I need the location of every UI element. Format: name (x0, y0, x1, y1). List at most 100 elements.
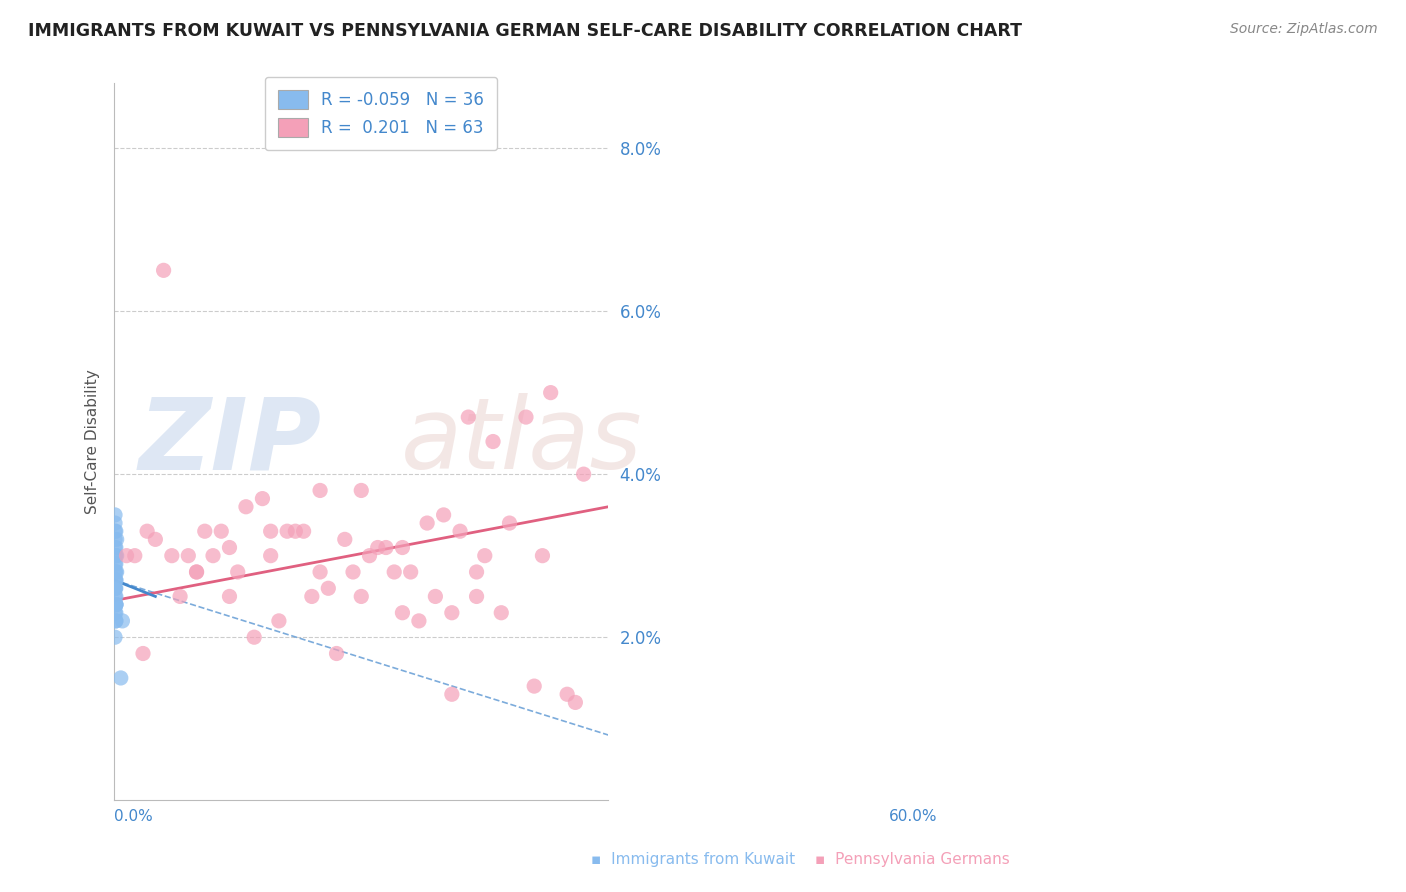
Point (104, 598, 127, 612)
Point (115, 549, 138, 563)
Point (104, 516, 127, 530)
Text: 60.0%: 60.0% (889, 809, 938, 824)
Point (124, 549, 146, 563)
Point (309, 565, 332, 579)
Point (252, 491, 274, 506)
Text: IMMIGRANTS FROM KUWAIT VS PENNSYLVANIA GERMAN SELF-CARE DISABILITY CORRELATION C: IMMIGRANTS FROM KUWAIT VS PENNSYLVANIA G… (28, 22, 1022, 40)
Point (104, 541, 127, 555)
Point (194, 524, 217, 539)
Point (104, 598, 127, 612)
Point (104, 533, 127, 547)
Point (276, 524, 298, 539)
Text: ZIP: ZIP (139, 393, 322, 490)
Point (104, 565, 127, 579)
Point (104, 582, 127, 596)
Point (243, 630, 266, 644)
Point (104, 557, 127, 571)
Point (465, 565, 488, 579)
Point (440, 606, 463, 620)
Point (267, 614, 290, 628)
Point (104, 630, 127, 644)
Point (226, 565, 249, 579)
Point (342, 565, 364, 579)
Point (104, 590, 127, 604)
Point (186, 565, 208, 579)
Point (104, 606, 127, 620)
Point (391, 541, 413, 555)
Point (416, 516, 439, 530)
Point (104, 541, 127, 555)
Point (104, 557, 127, 571)
Point (399, 565, 422, 579)
Text: Source: ZipAtlas.com: Source: ZipAtlas.com (1230, 22, 1378, 37)
Point (382, 565, 405, 579)
Point (104, 573, 127, 587)
Point (375, 541, 398, 555)
Point (333, 533, 356, 547)
Point (104, 598, 127, 612)
Point (104, 614, 127, 628)
Point (104, 582, 127, 596)
Point (104, 606, 127, 620)
Point (111, 614, 134, 628)
Point (104, 524, 127, 539)
Point (202, 549, 225, 563)
Point (515, 410, 537, 425)
Point (367, 541, 389, 555)
Text: ▪  Pennsylvania Germans: ▪ Pennsylvania Germans (815, 852, 1011, 867)
Point (104, 614, 127, 628)
Y-axis label: Self-Care Disability: Self-Care Disability (86, 369, 100, 514)
Point (292, 524, 315, 539)
Point (449, 524, 471, 539)
Point (540, 385, 562, 400)
Point (309, 483, 332, 498)
Point (433, 508, 456, 522)
Point (531, 549, 554, 563)
Text: 0.0%: 0.0% (114, 809, 153, 824)
Point (105, 549, 128, 563)
Point (260, 549, 283, 563)
Point (218, 541, 240, 555)
Point (145, 533, 167, 547)
Point (425, 590, 447, 604)
Point (359, 549, 381, 563)
Point (474, 549, 496, 563)
Point (104, 524, 127, 539)
Point (104, 573, 127, 587)
Point (136, 524, 159, 539)
Point (498, 516, 520, 530)
Point (169, 590, 191, 604)
Point (408, 614, 430, 628)
Point (491, 606, 513, 620)
Point (104, 565, 127, 579)
Point (235, 500, 257, 514)
Point (104, 549, 127, 563)
Point (105, 565, 128, 579)
Point (104, 582, 127, 596)
Point (104, 598, 127, 612)
Point (440, 687, 463, 701)
Text: ▪  Immigrants from Kuwait: ▪ Immigrants from Kuwait (591, 852, 794, 867)
Point (318, 582, 340, 596)
Point (105, 533, 128, 547)
Point (391, 606, 413, 620)
Point (104, 590, 127, 604)
Point (482, 434, 505, 449)
Point (218, 590, 240, 604)
Point (177, 549, 200, 563)
Point (186, 565, 208, 579)
Point (132, 647, 155, 661)
Point (457, 410, 479, 425)
Point (465, 590, 488, 604)
Point (104, 508, 127, 522)
Point (523, 679, 546, 693)
Text: atlas: atlas (401, 393, 643, 490)
Point (301, 590, 323, 604)
Point (572, 467, 595, 482)
Point (350, 483, 373, 498)
Point (104, 573, 127, 587)
Point (104, 582, 127, 596)
Point (160, 549, 183, 563)
Legend: R = -0.059   N = 36, R =  0.201   N = 63: R = -0.059 N = 36, R = 0.201 N = 63 (264, 77, 498, 151)
Point (284, 524, 307, 539)
